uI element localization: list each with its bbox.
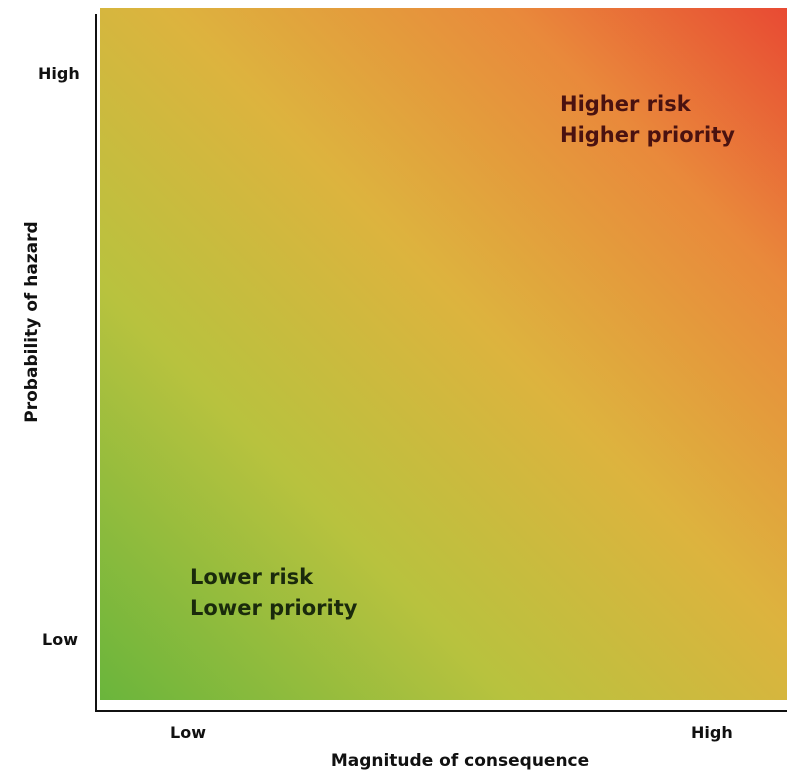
x-axis-line [95, 710, 787, 712]
higher-risk-label: Higher risk Higher priority [560, 89, 735, 151]
lower-risk-line: Lower risk [190, 565, 314, 589]
x-axis-title: Magnitude of consequence [330, 751, 590, 771]
lower-priority-line: Lower priority [190, 596, 358, 620]
higher-priority-line: Higher priority [560, 123, 735, 147]
lower-risk-label: Lower risk Lower priority [190, 562, 357, 624]
risk-gradient-field [100, 8, 787, 700]
y-tick-high: High [38, 64, 80, 83]
y-tick-low: Low [42, 630, 78, 649]
higher-risk-line: Higher risk [560, 92, 691, 116]
y-axis-title: Probability of hazard [22, 221, 42, 423]
x-tick-high: High [691, 723, 733, 742]
x-tick-low: Low [170, 723, 206, 742]
y-axis-line [95, 14, 97, 712]
